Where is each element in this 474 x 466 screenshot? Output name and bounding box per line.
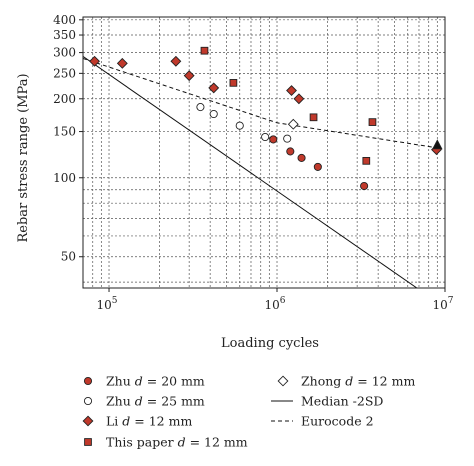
data-point-series-0 [313,162,322,171]
legend-label: This paper d = 12 mm [106,435,248,450]
data-point-series-7 [432,139,443,150]
legend-marker [277,375,289,387]
data-point-series-1 [261,132,270,142]
data-point-series-0 [286,147,295,156]
data-point-series-0 [269,135,278,144]
x-tick-label: 105 [97,296,118,312]
y-tick-label: 100 [53,171,76,185]
legend-marker [83,396,93,406]
data-point-series-3 [362,156,371,165]
legend-marker [83,376,93,386]
legend-label: Eurocode 2 [301,414,374,429]
data-point-series-2 [89,55,100,67]
y-tick-label: 400 [53,13,76,27]
data-point-series-3 [200,46,209,55]
data-point-series-1 [283,134,292,143]
data-point-series-3 [309,113,318,122]
grid [83,17,445,288]
data-point-series-3 [229,79,238,87]
data-point-series-1 [209,109,218,119]
legend-label: Zhu d = 25 mm [106,394,205,409]
legend-marker [84,438,92,446]
data-point-series-1 [235,121,244,130]
data-point-series-3 [368,118,377,126]
data-point-series-0 [360,181,369,191]
y-tick-label: 250 [53,66,76,80]
y-tick-label: 150 [53,125,76,139]
legend-label: Li d = 12 mm [106,414,192,429]
data-point-series-2 [183,70,195,82]
legend-label: Zhong d = 12 mm [301,374,415,389]
plot-area [83,46,443,288]
data-point-series-2 [116,57,128,69]
data-point-series-2 [208,82,220,94]
x-tick-label: 106 [265,296,286,312]
legend-marker [82,415,94,427]
x-tick-label: 107 [432,296,453,312]
legend-label: Median -2SD [301,394,383,409]
x-axis-title: Loading cycles [221,336,319,351]
y-axis-title: Rebar stress range (MPa) [16,73,31,242]
y-tick-label: 50 [61,250,76,264]
x-axis: 105 106 107 [97,288,454,312]
data-point-series-2 [170,55,182,67]
y-tick-label: 300 [53,46,76,60]
data-point-series-2 [286,85,297,96]
median-2sd-line [83,56,418,288]
data-point-series-1 [196,103,205,112]
y-tick-label: 350 [53,28,76,42]
data-point-series-4 [287,118,299,130]
data-point-series-2 [293,93,305,105]
legend-label: Zhu d = 20 mm [106,374,205,389]
legend: Zhu d = 20 mm Zhu d = 25 mm Li d = 12 mm Th… [82,374,415,450]
data-point-series-0 [297,153,306,162]
y-tick-label: 200 [53,92,76,106]
eurocode-2-line [83,57,438,149]
plot-frame [82,16,446,289]
